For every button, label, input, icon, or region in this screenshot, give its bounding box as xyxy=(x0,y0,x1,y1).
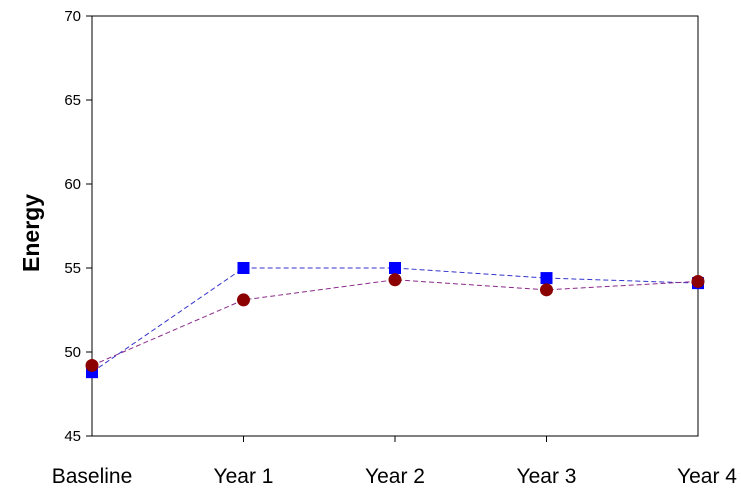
series-line xyxy=(91,267,699,373)
y-tick-label: 55 xyxy=(64,260,81,277)
data-point xyxy=(85,358,99,372)
data-point xyxy=(388,273,402,287)
y-tick-label: 45 xyxy=(64,428,81,445)
x-tick-labels: Baseline Year 1 Year 2 Year 3 Year 4 xyxy=(52,465,738,488)
x-tick-label: Year 3 xyxy=(517,465,577,488)
y-tick-label: 50 xyxy=(64,344,81,361)
data-point xyxy=(540,283,553,297)
data-point xyxy=(389,262,401,274)
series-layer xyxy=(85,262,705,379)
data-point xyxy=(691,274,705,288)
y-tick-label: 70 xyxy=(64,8,81,25)
x-tick-label: Year 4 xyxy=(677,465,737,488)
axes xyxy=(86,15,699,442)
data-point xyxy=(237,262,250,274)
y-tick-label: 60 xyxy=(64,176,81,193)
y-axis-title: Energy xyxy=(18,194,44,272)
plot-frame xyxy=(91,15,699,437)
series-line xyxy=(91,279,699,366)
y-tick-label: 65 xyxy=(64,92,81,109)
x-tick-label: Year 2 xyxy=(365,465,425,488)
data-point xyxy=(540,272,553,285)
x-tick-label: Year 1 xyxy=(214,465,274,488)
data-point xyxy=(237,293,250,307)
x-tick-label: Baseline xyxy=(52,465,133,488)
series-2 xyxy=(85,273,705,372)
y-tick-labels: 45 50 55 60 65 70 xyxy=(64,8,81,445)
